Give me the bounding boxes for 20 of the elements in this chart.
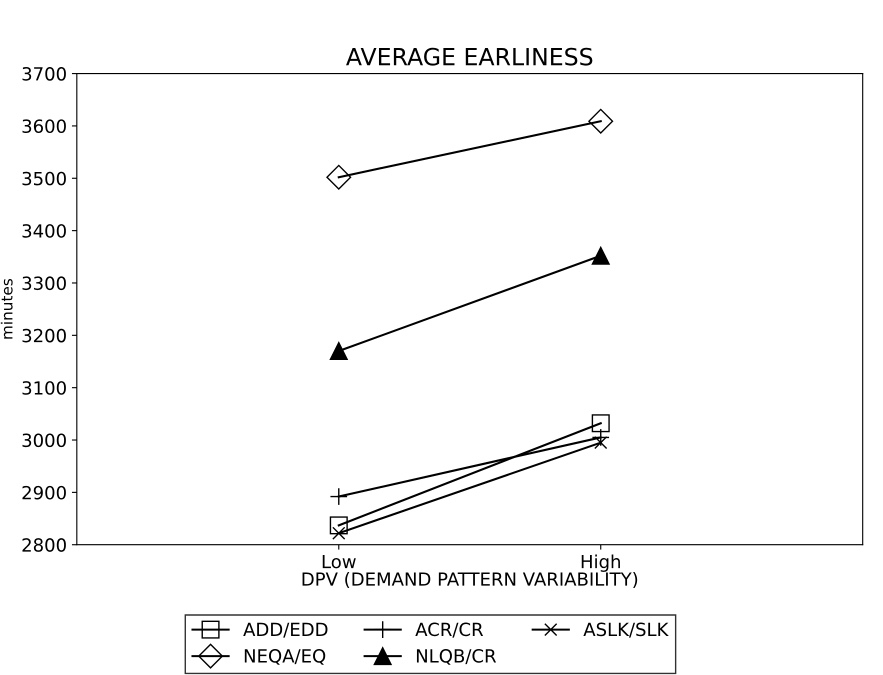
y-tick-label: 3200	[22, 328, 66, 342]
legend-label: ASLK/SLK	[583, 622, 669, 638]
y-tick-label: 3100	[22, 381, 66, 395]
y-tick-label: 2900	[22, 486, 66, 500]
chart-title: AVERAGE EARLINESS	[346, 48, 592, 66]
x-tick-label: Low	[322, 555, 356, 568]
legend-label: ACR/CR	[415, 622, 484, 638]
y-axis-title: minutes	[0, 278, 13, 339]
x-axis-title: DPV (DEMAND PATTERN VARIABILITY)	[302, 572, 638, 588]
y-tick-label: 3300	[22, 276, 66, 290]
y-tick-label: 2800	[22, 538, 66, 552]
y-tick-label: 3700	[22, 67, 66, 81]
y-tick-label: 3400	[22, 224, 66, 238]
legend-label: NEQA/EQ	[244, 649, 326, 665]
y-tick-label: 3500	[22, 172, 66, 186]
legend-label: ADD/EDD	[243, 622, 328, 638]
legend-label: NLQB/CR	[416, 649, 496, 665]
y-tick-label: 3600	[22, 119, 66, 134]
x-tick-label: High	[582, 554, 620, 572]
y-tick-label: 3000	[22, 433, 66, 448]
